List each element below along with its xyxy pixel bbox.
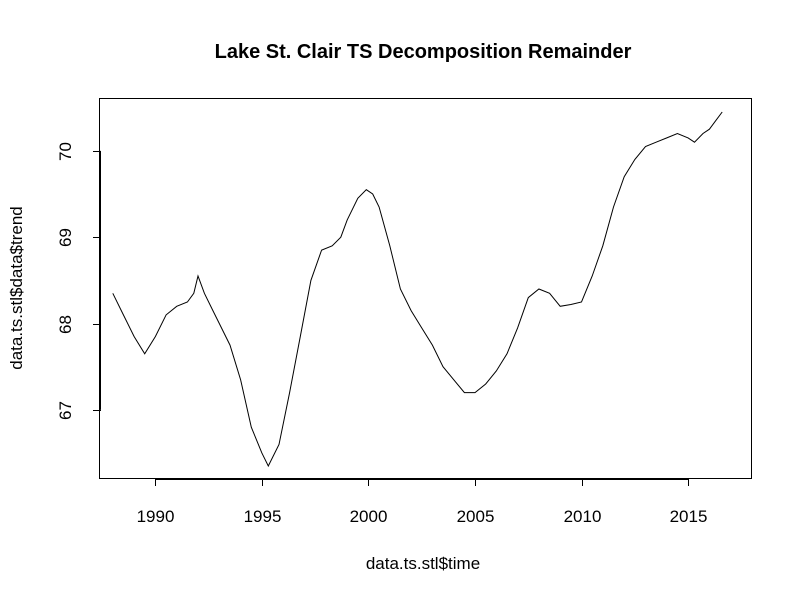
y-tick-label: 67 xyxy=(56,401,75,420)
y-tick-label: 69 xyxy=(56,228,75,247)
y-tick-label: 68 xyxy=(56,315,75,334)
x-tick-label: 1995 xyxy=(244,507,282,526)
x-tick-label: 2000 xyxy=(350,507,388,526)
chart-title: Lake St. Clair TS Decomposition Remainde… xyxy=(215,41,632,63)
y-tick-label: 70 xyxy=(56,142,75,161)
x-axis: 1990 1995 2000 2005 2010 2015 xyxy=(137,479,708,526)
x-axis-label: data.ts.stl$time xyxy=(366,554,480,573)
y-axis-label: data.ts.stl$data$trend xyxy=(7,206,26,370)
series-line xyxy=(112,111,723,468)
plot-frame xyxy=(99,98,752,479)
series-layer xyxy=(112,111,723,468)
x-tick-label: 2015 xyxy=(670,507,708,526)
x-tick-label: 1990 xyxy=(137,507,175,526)
x-tick-label: 2010 xyxy=(564,507,602,526)
y-axis: 67 68 69 70 xyxy=(56,142,101,420)
x-tick-label: 2005 xyxy=(457,507,495,526)
